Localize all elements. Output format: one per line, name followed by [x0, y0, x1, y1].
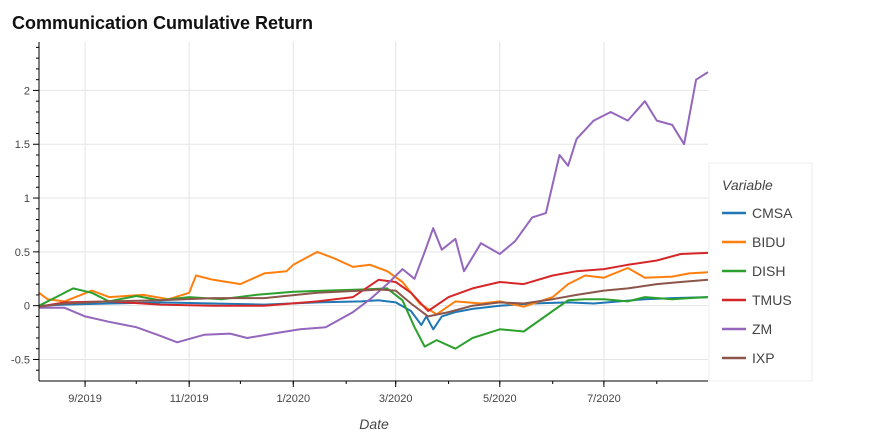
x-tick-label: 3/2020	[379, 393, 413, 405]
x-axis-label: Date	[359, 416, 389, 432]
series-line-cmsa	[38, 296, 709, 331]
y-tick-label: 0	[24, 301, 30, 313]
chart-title: Communication Cumulative Return	[12, 13, 313, 33]
legend-label: BIDU	[752, 234, 785, 250]
legend-item-ixp: IXP	[722, 350, 775, 366]
x-tick-label: 5/2020	[483, 393, 517, 405]
legend-label: IXP	[752, 350, 775, 366]
legend-item-bidu: BIDU	[722, 234, 785, 250]
legend-item-zm: ZM	[722, 321, 772, 337]
series-line-dish	[38, 287, 709, 350]
y-tick-label: 0.5	[15, 247, 30, 259]
y-tick-label: 1.5	[15, 139, 30, 151]
series-line-bidu	[38, 250, 709, 316]
legend-item-dish: DISH	[722, 263, 785, 279]
series-lines	[38, 71, 709, 350]
legend-items: CMSA BIDU DISH TMUS ZM IXP	[722, 205, 793, 366]
x-tick-label: 7/2020	[587, 393, 621, 405]
legend-item-tmus: TMUS	[722, 292, 792, 308]
x-tick-label: 9/2019	[68, 393, 102, 405]
legend-label: DISH	[752, 263, 785, 279]
series-line-zm	[39, 71, 709, 344]
y-tick-label: 1	[24, 193, 30, 205]
grid	[39, 42, 708, 381]
y-tick-label: 2	[24, 85, 30, 97]
legend-label: ZM	[752, 321, 772, 337]
x-tick-label: 11/2019	[170, 393, 209, 405]
series-line-ixp	[38, 278, 709, 318]
axes: -0.5 0 0.5 1 1.5 2 9/2019 11/2019 1/2020 3/2020 5/…	[11, 42, 708, 405]
x-tick-label: 1/2020	[276, 393, 310, 405]
legend-title: Variable	[722, 177, 773, 193]
legend: Variable CMSA BIDU DISH TMUS ZM IXP	[708, 162, 813, 382]
series-line-tmus	[38, 251, 709, 312]
y-tick-label: -0.5	[11, 354, 30, 366]
legend-item-cmsa: CMSA	[722, 205, 793, 221]
legend-label: TMUS	[752, 292, 792, 308]
legend-label: CMSA	[752, 205, 793, 221]
